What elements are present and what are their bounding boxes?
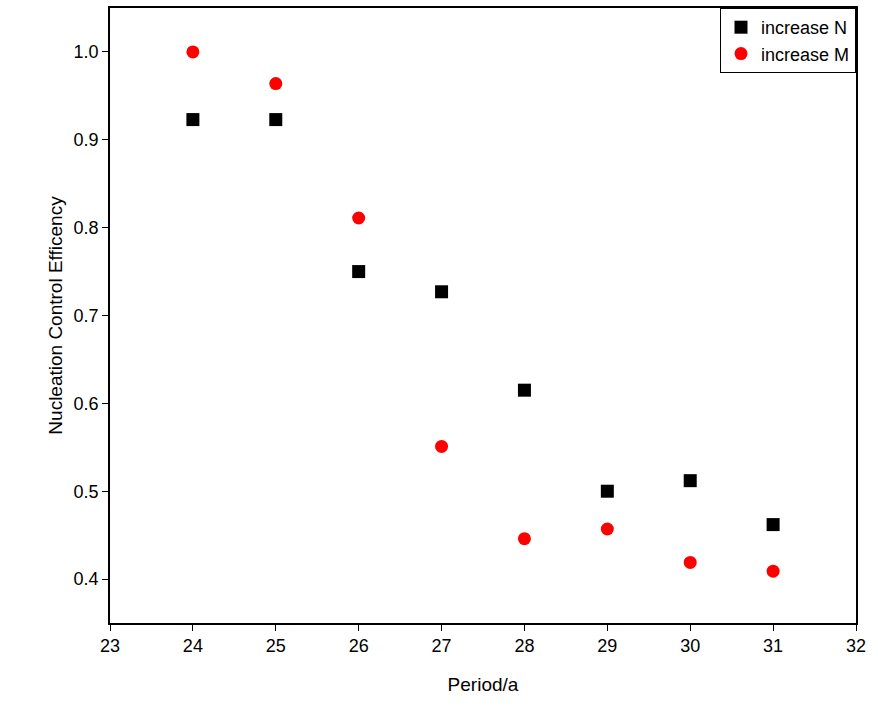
svg-text:27: 27 [432, 636, 452, 656]
svg-text:25: 25 [266, 636, 286, 656]
svg-text:31: 31 [763, 636, 783, 656]
svg-text:increase M: increase M [761, 45, 849, 65]
svg-text:23: 23 [100, 636, 120, 656]
svg-text:24: 24 [183, 636, 203, 656]
svg-text:0.9: 0.9 [74, 130, 99, 150]
svg-text:30: 30 [680, 636, 700, 656]
svg-text:0.7: 0.7 [74, 306, 99, 326]
svg-text:0.8: 0.8 [74, 218, 99, 238]
svg-text:28: 28 [514, 636, 534, 656]
svg-text:1.0: 1.0 [74, 42, 99, 62]
svg-text:26: 26 [349, 636, 369, 656]
svg-text:Period/a: Period/a [448, 674, 519, 695]
svg-text:0.5: 0.5 [74, 482, 99, 502]
svg-text:0.4: 0.4 [74, 569, 99, 589]
svg-text:0.6: 0.6 [74, 394, 99, 414]
svg-text:Nucleation Control Efficency: Nucleation Control Efficency [45, 196, 66, 435]
svg-text:increase N: increase N [761, 18, 847, 38]
svg-text:32: 32 [846, 636, 866, 656]
svg-text:29: 29 [597, 636, 617, 656]
